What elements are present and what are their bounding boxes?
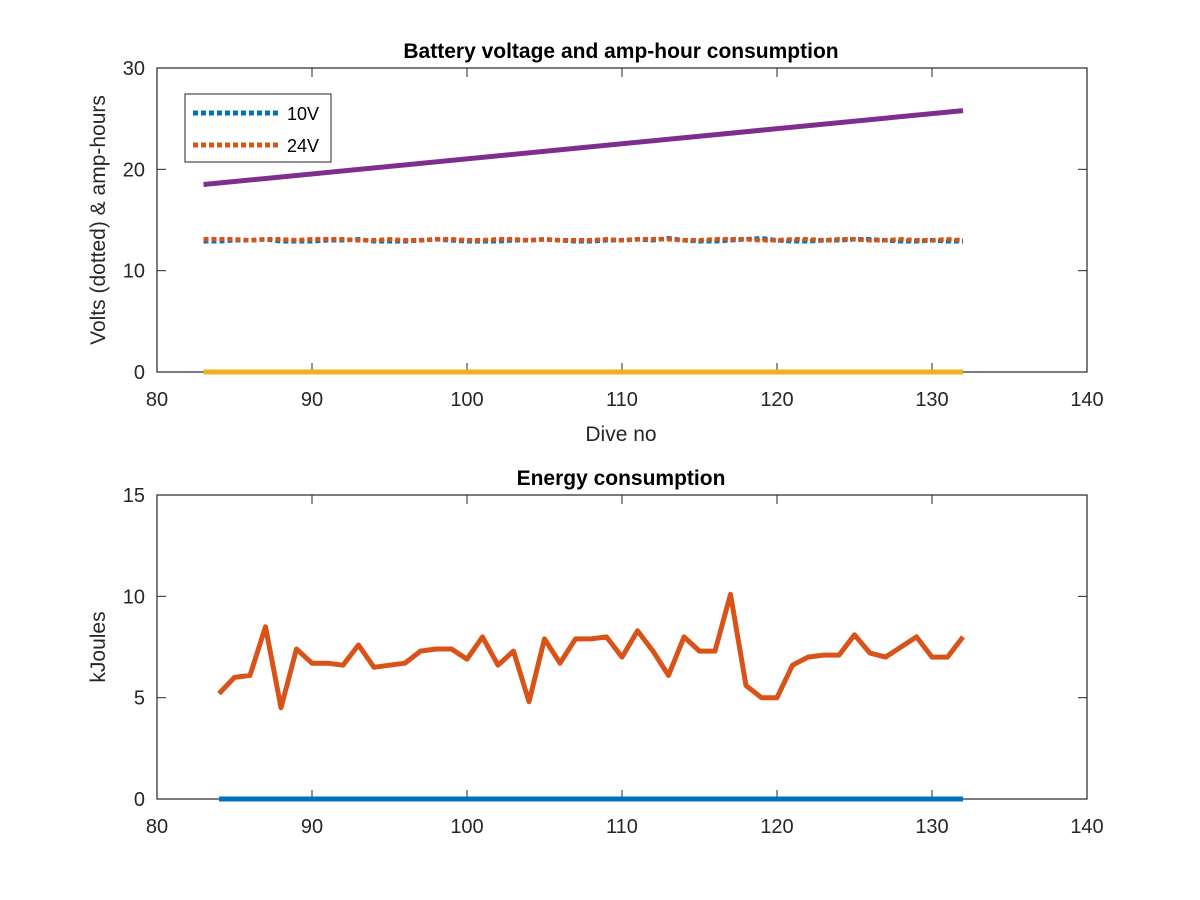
legend-label-24v: 24V — [287, 136, 319, 156]
axes-box — [156, 494, 1088, 800]
x-tick-label: 140 — [1070, 389, 1103, 411]
y-tick-label: 30 — [123, 58, 145, 80]
x-tick-label: 140 — [1070, 816, 1103, 838]
series-line-0-2 — [203, 108, 964, 187]
series-line-24v — [203, 237, 964, 243]
x-tick-label: 80 — [146, 816, 168, 838]
x-tick-label: 100 — [450, 389, 483, 411]
energy-consumption-plot: Energy consumption 80 90 100 110 120 130 140 0 5… — [87, 467, 1104, 838]
x-tick-label: 130 — [915, 389, 948, 411]
x-tick-label: 120 — [760, 389, 793, 411]
y-tick-label: 10 — [123, 261, 145, 283]
plot-title: Battery voltage and amp-hour consumption — [403, 40, 838, 63]
y-axis-label: Volts (dotted) & amp-hours — [87, 95, 110, 345]
axis-ticks: 80 90 100 110 120 130 140 0 5 10 15 — [123, 485, 1104, 838]
x-tick-label: 80 — [146, 389, 168, 411]
x-tick-label: 110 — [606, 389, 638, 411]
x-tick-label: 90 — [301, 389, 323, 411]
series-group — [203, 108, 964, 375]
legend: 10V 24V — [184, 93, 332, 163]
y-tick-label: 10 — [123, 586, 145, 608]
x-tick-label: 100 — [450, 816, 483, 838]
plot-title: Energy consumption — [517, 467, 726, 490]
y-tick-label: 20 — [123, 159, 145, 181]
battery-voltage-plot: Battery voltage and amp-hour consumption… — [87, 40, 1104, 446]
y-axis-label: kJoules — [87, 611, 110, 682]
y-tick-label: 0 — [134, 789, 145, 811]
x-tick-label: 120 — [760, 816, 793, 838]
legend-label-10v: 10V — [287, 104, 319, 124]
x-tick-label: 110 — [606, 816, 638, 838]
legend-box — [184, 93, 332, 163]
series-group — [217, 591, 965, 802]
y-tick-label: 5 — [134, 688, 145, 710]
x-axis-label: Dive no — [585, 423, 656, 446]
x-tick-label: 90 — [301, 816, 323, 838]
x-tick-label: 130 — [915, 816, 948, 838]
series-line-1-0 — [217, 591, 965, 711]
y-tick-label: 0 — [134, 362, 145, 384]
y-tick-label: 15 — [123, 485, 145, 507]
